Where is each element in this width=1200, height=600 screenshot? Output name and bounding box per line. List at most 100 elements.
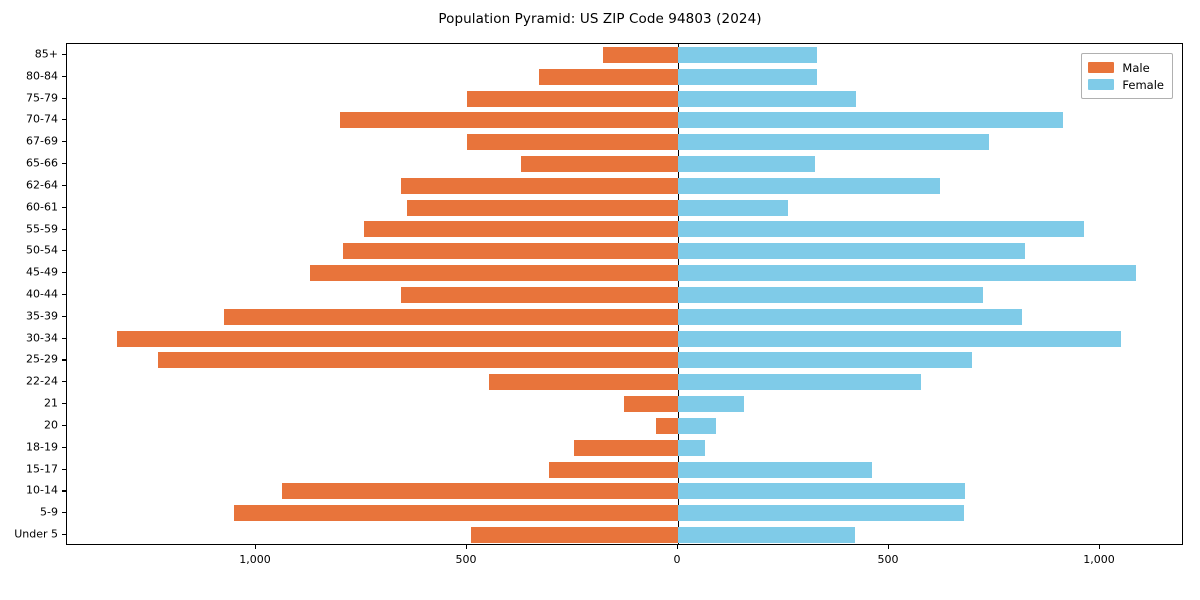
bar-male <box>488 374 678 391</box>
y-axis-tick-label: 62-64 <box>26 178 58 192</box>
y-axis-tick-mark <box>62 381 66 383</box>
bar-male <box>401 177 678 194</box>
bar-male <box>467 134 678 151</box>
bar-rows <box>67 44 1182 544</box>
bar-male <box>117 330 678 347</box>
x-axis-tick-label: 500 <box>877 553 899 566</box>
y-axis-tick-label: 20 <box>44 418 58 432</box>
y-axis-tick-label: 18-19 <box>26 440 58 454</box>
y-axis-tick-mark <box>62 75 66 77</box>
bar-row <box>67 502 1182 525</box>
legend-item-female: Female <box>1088 76 1164 93</box>
bar-male <box>342 243 678 260</box>
y-axis-tick-mark <box>62 119 66 121</box>
y-axis-tick-label: 55-59 <box>26 222 58 236</box>
y-axis-tick-label: 80-84 <box>26 69 58 83</box>
bar-female <box>678 112 1064 129</box>
bar-male <box>467 90 678 107</box>
legend-label-male: Male <box>1122 60 1150 75</box>
y-axis-tick-label: 40-44 <box>26 287 58 301</box>
bar-row <box>67 284 1182 307</box>
legend-label-female: Female <box>1122 77 1164 92</box>
bar-row <box>67 240 1182 263</box>
bar-male <box>602 46 678 63</box>
bar-male <box>282 483 678 500</box>
chart-title: Population Pyramid: US ZIP Code 94803 (2… <box>438 11 762 27</box>
y-axis-tick-label: 67-69 <box>26 134 58 148</box>
y-axis-tick-label: 70-74 <box>26 112 58 126</box>
y-axis-tick-mark <box>62 359 66 361</box>
y-axis-tick-mark <box>62 141 66 143</box>
bar-female <box>678 396 744 413</box>
bar-row <box>67 262 1182 285</box>
bar-row <box>67 480 1182 503</box>
bar-male <box>224 308 678 325</box>
bar-male <box>574 439 678 456</box>
bar-male <box>400 286 678 303</box>
bar-female <box>678 199 789 216</box>
bar-female <box>678 330 1121 347</box>
bar-female <box>678 527 855 544</box>
y-axis-tick-mark <box>62 228 66 230</box>
x-axis-tick-label: 0 <box>673 553 681 566</box>
bar-row <box>67 87 1182 110</box>
plot-area: Male Female <box>66 43 1183 545</box>
y-axis-tick-mark <box>62 272 66 274</box>
bar-row <box>67 131 1182 154</box>
bar-female <box>678 286 983 303</box>
y-axis-tick-label: 75-79 <box>26 91 58 105</box>
bar-male <box>310 265 678 282</box>
bar-row <box>67 305 1182 328</box>
bar-row <box>67 524 1182 547</box>
y-axis-tick-label: 65-66 <box>26 156 58 170</box>
bar-male <box>521 155 678 172</box>
y-axis-labels: 85+ 80-84 75-79 70-74 67-69 65-66 62-64 60-61 55… <box>0 43 1200 545</box>
bar-male <box>233 505 678 522</box>
x-axis-tick-mark <box>255 545 257 549</box>
bar-female <box>678 505 964 522</box>
bar-row <box>67 65 1182 88</box>
y-axis-tick-label: Under 5 <box>14 527 58 541</box>
y-axis-tick-label: 10-14 <box>26 483 58 497</box>
bar-row <box>67 415 1182 438</box>
y-axis-tick-mark <box>62 315 66 317</box>
bar-female <box>678 90 857 107</box>
y-axis-tick-label: 15-17 <box>26 462 58 476</box>
y-axis-tick-label: 5-9 <box>40 505 58 519</box>
x-axis-tick-mark <box>677 545 679 549</box>
legend-item-male: Male <box>1088 59 1164 76</box>
y-axis-tick-label: 45-49 <box>26 265 58 279</box>
bar-female <box>678 265 1136 282</box>
bar-male <box>656 417 678 434</box>
y-axis-tick-label: 60-61 <box>26 200 58 214</box>
bar-male <box>158 352 678 369</box>
bar-male <box>538 68 678 85</box>
bar-row <box>67 393 1182 416</box>
y-axis-tick-mark <box>62 294 66 296</box>
y-axis-tick-label: 85+ <box>34 47 58 61</box>
y-axis-tick-mark <box>62 337 66 339</box>
bar-male <box>407 199 678 216</box>
x-axis-tick-label: 500 <box>455 553 477 566</box>
legend: Male Female <box>1081 53 1173 99</box>
bar-female <box>678 417 716 434</box>
bar-male <box>623 396 678 413</box>
bar-female <box>678 308 1022 325</box>
bar-female <box>678 155 816 172</box>
bar-female <box>678 461 872 478</box>
bar-row <box>67 174 1182 197</box>
bar-female <box>678 46 818 63</box>
bar-female <box>678 134 989 151</box>
bar-row <box>67 371 1182 394</box>
y-axis-tick-mark <box>62 446 66 448</box>
y-axis-tick-label: 21 <box>44 396 58 410</box>
y-axis-tick-mark <box>62 250 66 252</box>
y-axis-tick-mark <box>62 97 66 99</box>
bar-row <box>67 436 1182 459</box>
x-axis-tick-mark <box>466 545 468 549</box>
y-axis-tick-label: 35-39 <box>26 309 58 323</box>
x-axis-tick-mark <box>888 545 890 549</box>
bar-female <box>678 483 965 500</box>
bar-male <box>548 461 678 478</box>
bar-female <box>678 221 1085 238</box>
